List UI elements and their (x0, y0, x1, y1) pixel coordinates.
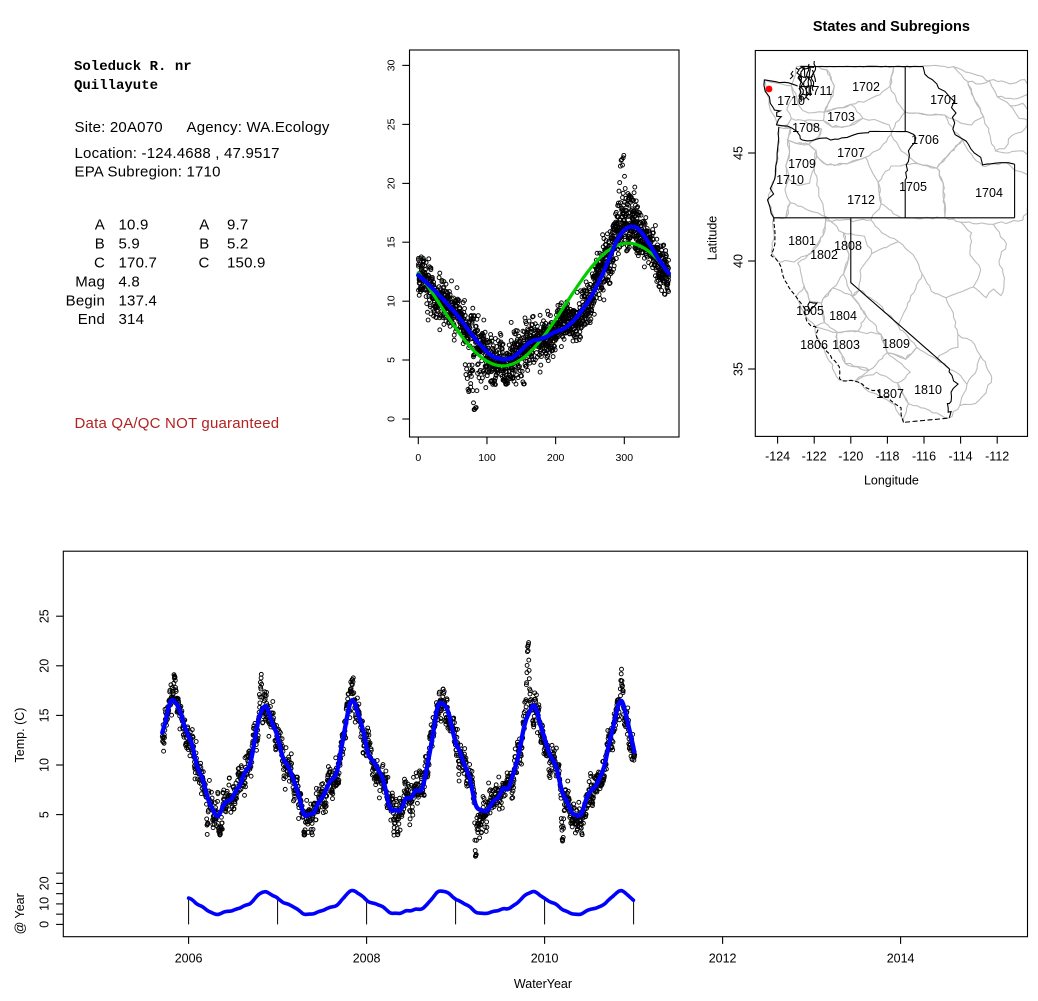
svg-text:WaterYear: WaterYear (514, 977, 572, 991)
svg-text:Soleduck R. nr: Soleduck R. nr (74, 59, 192, 75)
svg-text:15: 15 (386, 236, 398, 248)
svg-text:Mag: Mag (75, 273, 105, 290)
svg-text:5: 5 (386, 357, 398, 363)
svg-text:150.9: 150.9 (227, 255, 266, 272)
svg-text:1808: 1808 (834, 239, 862, 253)
svg-text:Agency: WA.Ecology: Agency: WA.Ecology (187, 119, 330, 136)
svg-text:1708: 1708 (792, 121, 820, 135)
svg-text:10.9: 10.9 (119, 217, 149, 234)
svg-text:5.9: 5.9 (119, 236, 140, 253)
svg-text:-124: -124 (765, 450, 790, 464)
svg-text:2008: 2008 (353, 952, 381, 966)
svg-text:-112: -112 (985, 450, 1009, 464)
svg-text:0: 0 (386, 416, 398, 422)
svg-text:100: 100 (478, 452, 496, 464)
svg-text:137.4: 137.4 (119, 292, 158, 309)
svg-text:20: 20 (38, 659, 52, 673)
svg-text:1803: 1803 (832, 338, 860, 352)
svg-text:0: 0 (415, 452, 421, 464)
svg-text:4.8: 4.8 (119, 273, 140, 290)
svg-text:1802: 1802 (810, 248, 838, 262)
svg-text:-118: -118 (875, 450, 899, 464)
svg-text:A: A (199, 217, 209, 234)
svg-text:Longitude: Longitude (864, 474, 919, 488)
svg-text:1807: 1807 (876, 387, 904, 401)
svg-text:-114: -114 (949, 450, 973, 464)
svg-text:1809: 1809 (882, 337, 910, 351)
svg-text:Latitude: Latitude (706, 216, 720, 261)
svg-text:-122: -122 (802, 450, 827, 464)
svg-text:Site: 20A070: Site: 20A070 (75, 119, 163, 136)
svg-text:5: 5 (38, 811, 52, 818)
svg-text:30: 30 (386, 59, 398, 71)
svg-text:-116: -116 (912, 450, 936, 464)
svg-text:35: 35 (731, 362, 745, 376)
svg-text:B: B (95, 236, 105, 253)
svg-text:1810: 1810 (914, 383, 942, 397)
svg-text:10: 10 (38, 897, 52, 911)
svg-text:-120: -120 (838, 450, 863, 464)
svg-text:2010: 2010 (531, 952, 559, 966)
svg-text:1806: 1806 (800, 338, 828, 352)
svg-text:A: A (95, 217, 105, 234)
svg-text:10: 10 (38, 758, 52, 772)
svg-text:20: 20 (38, 876, 52, 890)
svg-text:1712: 1712 (847, 193, 875, 207)
svg-text:9.7: 9.7 (227, 217, 248, 234)
svg-text:1701: 1701 (930, 93, 958, 107)
svg-text:1706: 1706 (911, 133, 939, 147)
svg-text:B: B (199, 236, 209, 253)
svg-text:25: 25 (38, 609, 52, 623)
svg-text:314: 314 (119, 311, 145, 328)
svg-text:25: 25 (386, 118, 398, 130)
svg-text:Location: -124.4688 , 47.9517: Location: -124.4688 , 47.9517 (75, 145, 280, 162)
svg-text:C: C (94, 255, 105, 272)
svg-text:200: 200 (547, 452, 565, 464)
svg-text:Temp. (C): Temp. (C) (13, 708, 27, 763)
svg-text:2006: 2006 (175, 952, 203, 966)
svg-text:Data QA/QC NOT guaranteed: Data QA/QC NOT guaranteed (75, 415, 280, 432)
svg-text:20: 20 (386, 177, 398, 189)
svg-text:1711: 1711 (806, 84, 833, 98)
svg-text:45: 45 (731, 146, 745, 160)
svg-text:1805: 1805 (796, 304, 824, 318)
svg-text:170.7: 170.7 (119, 255, 158, 272)
svg-text:Quillayute: Quillayute (74, 78, 158, 94)
svg-text:10: 10 (386, 295, 398, 307)
svg-text:Begin: Begin (66, 292, 105, 309)
svg-text:1702: 1702 (852, 80, 880, 94)
svg-text:1709: 1709 (788, 157, 816, 171)
svg-text:15: 15 (38, 708, 52, 722)
svg-text:2014: 2014 (887, 952, 915, 966)
svg-text:40: 40 (731, 254, 745, 268)
svg-text:End: End (78, 311, 105, 328)
svg-text:1710: 1710 (776, 173, 804, 187)
svg-text:5.2: 5.2 (227, 236, 248, 253)
svg-text:1801: 1801 (788, 234, 816, 248)
svg-text:300: 300 (616, 452, 634, 464)
svg-text:1703: 1703 (827, 110, 855, 124)
svg-text:1705: 1705 (899, 180, 927, 194)
svg-text:1704: 1704 (975, 186, 1003, 200)
svg-text:2012: 2012 (709, 952, 737, 966)
svg-text:0: 0 (38, 921, 52, 928)
svg-text:1707: 1707 (837, 146, 865, 160)
svg-text:EPA Subregion: 1710: EPA Subregion: 1710 (75, 164, 221, 181)
svg-text:1804: 1804 (829, 309, 857, 323)
svg-text:@ Year: @ Year (13, 893, 27, 934)
svg-text:1710: 1710 (777, 94, 805, 108)
svg-text:C: C (198, 255, 209, 272)
svg-text:States and Subregions: States and Subregions (813, 19, 970, 35)
